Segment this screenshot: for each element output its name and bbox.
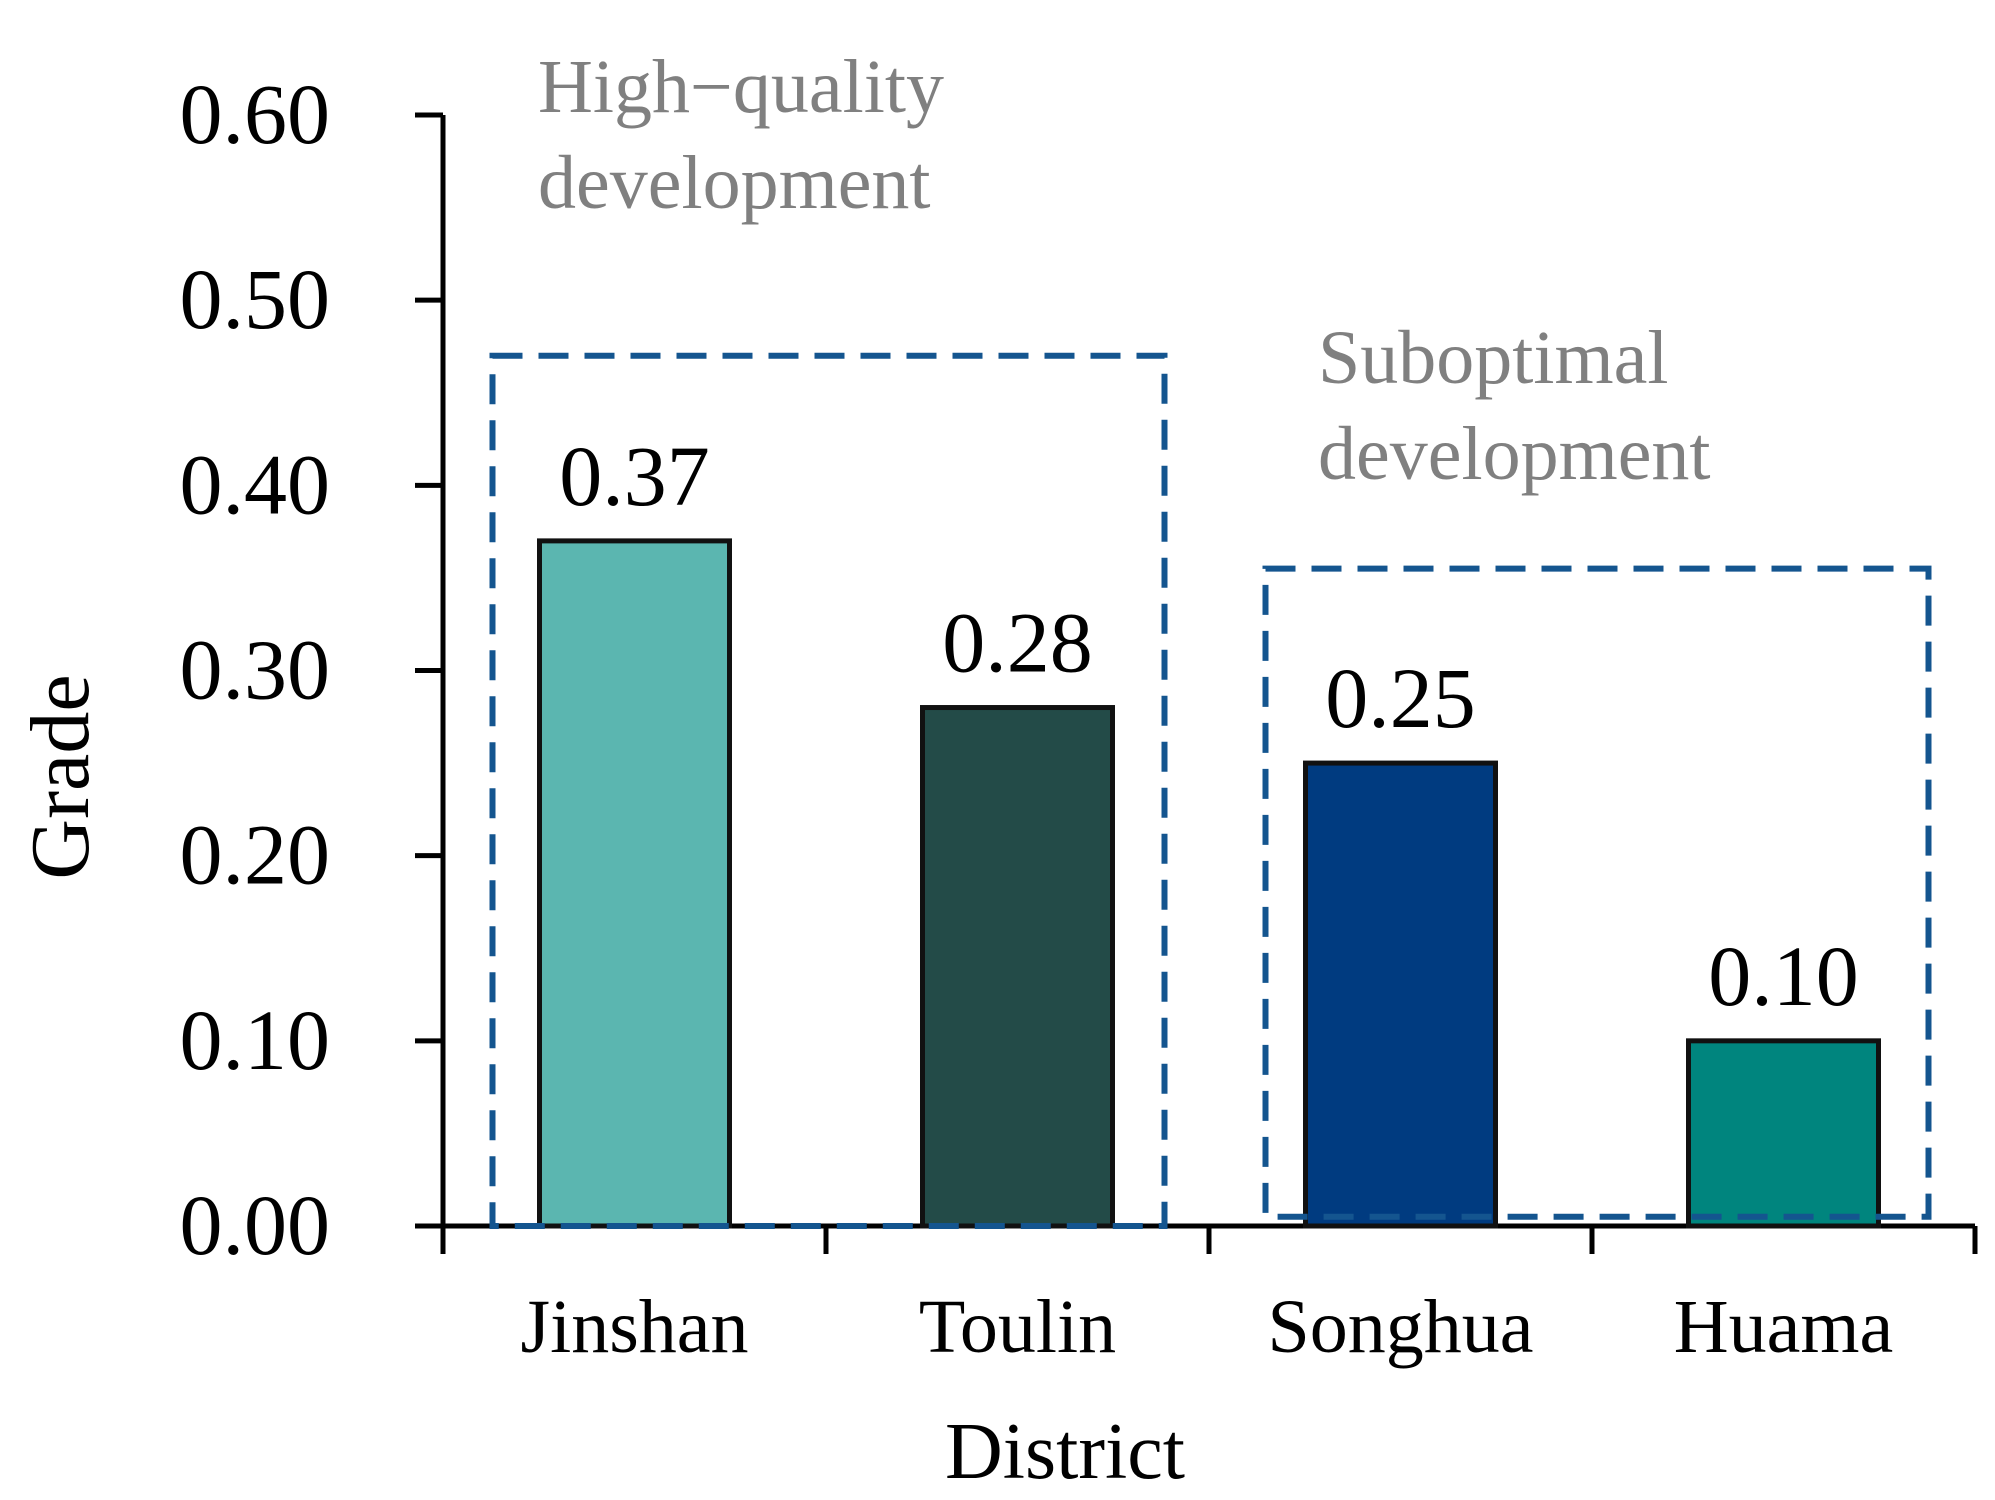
x-tick-label: Toulin: [919, 1285, 1116, 1369]
group-boxes: [489, 352, 1932, 1229]
group-box-2: [1262, 565, 1932, 1220]
bar-jinshan: [537, 538, 732, 1229]
group-label: High−quality: [538, 45, 944, 129]
data-label: 0.37: [559, 428, 710, 524]
bar-toulin: [920, 705, 1115, 1229]
y-tick-label: 0.00: [180, 1177, 331, 1273]
y-tick-label: 0.10: [180, 992, 331, 1088]
data-label: 0.25: [1325, 650, 1476, 746]
x-tick-label: Songhua: [1268, 1285, 1534, 1369]
bar-huama: [1686, 1038, 1881, 1229]
y-tick-label: 0.30: [180, 622, 331, 718]
y-tick-label: 0.50: [180, 251, 331, 347]
x-tick-label: Jinshan: [521, 1285, 749, 1369]
y-axis-title: Grade: [14, 674, 107, 879]
group-label: development: [538, 141, 931, 225]
bars: [537, 538, 1881, 1229]
data-label: 0.28: [942, 595, 1093, 691]
x-axis-title: District: [945, 1408, 1185, 1496]
x-tick-label: Huama: [1674, 1285, 1893, 1369]
bar-songhua: [1303, 760, 1498, 1229]
group-label: Suboptimal: [1318, 316, 1668, 400]
group-label: development: [1318, 412, 1711, 496]
labels: 0.00 0.10 0.20 0.30 0.40 0.50 0.60 0.37 Jinshan 0…: [14, 45, 1893, 1496]
y-tick-label: 0.40: [180, 436, 331, 532]
y-tick-label: 0.60: [180, 66, 331, 162]
data-label: 0.10: [1708, 928, 1859, 1024]
y-tick-label: 0.20: [180, 807, 331, 903]
group-box-1: [489, 352, 1168, 1229]
